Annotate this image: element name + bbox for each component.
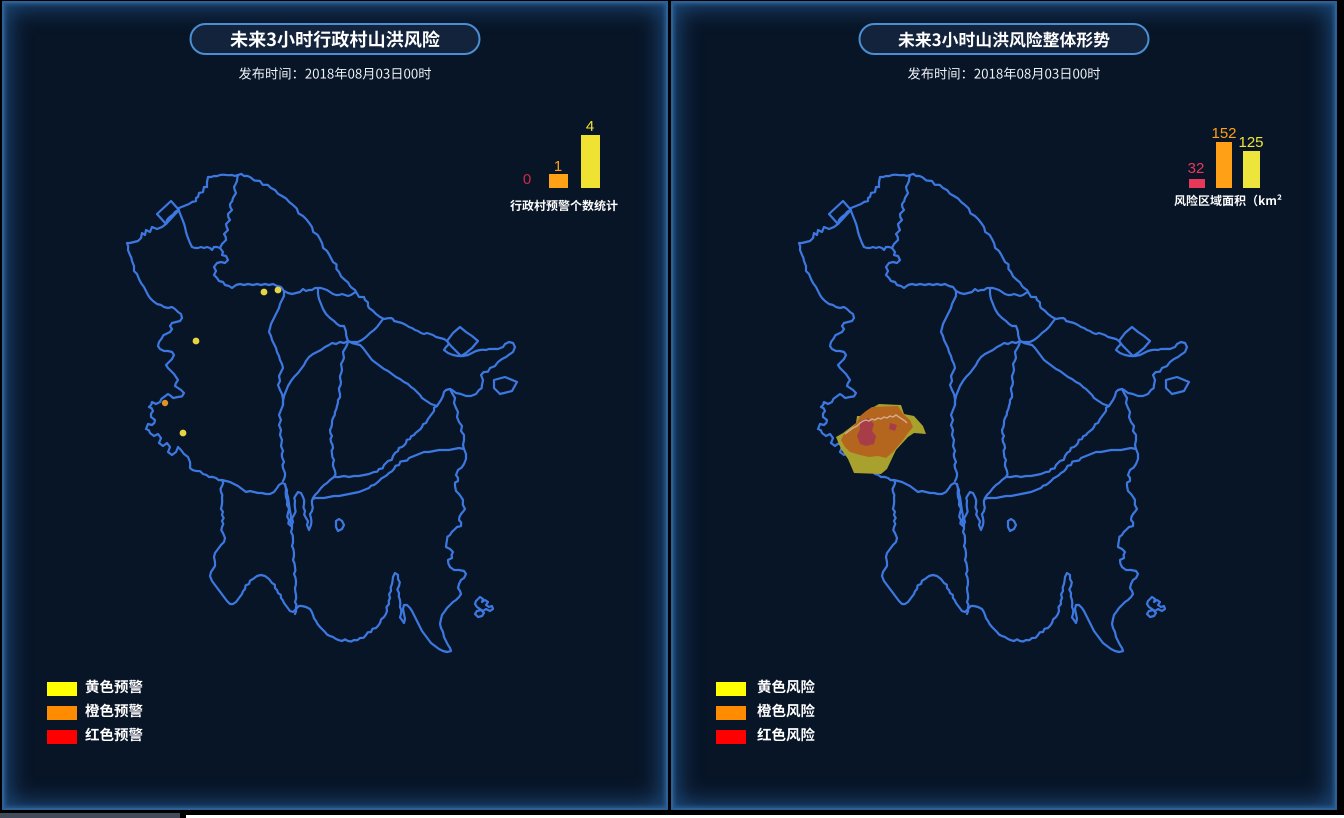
svg-text:125: 125 <box>1238 134 1263 151</box>
svg-text:1: 1 <box>554 158 562 175</box>
svg-text:4: 4 <box>586 118 594 135</box>
svg-text:152: 152 <box>1211 125 1236 142</box>
svg-text:0: 0 <box>523 171 531 188</box>
svg-text:32: 32 <box>1188 160 1205 177</box>
